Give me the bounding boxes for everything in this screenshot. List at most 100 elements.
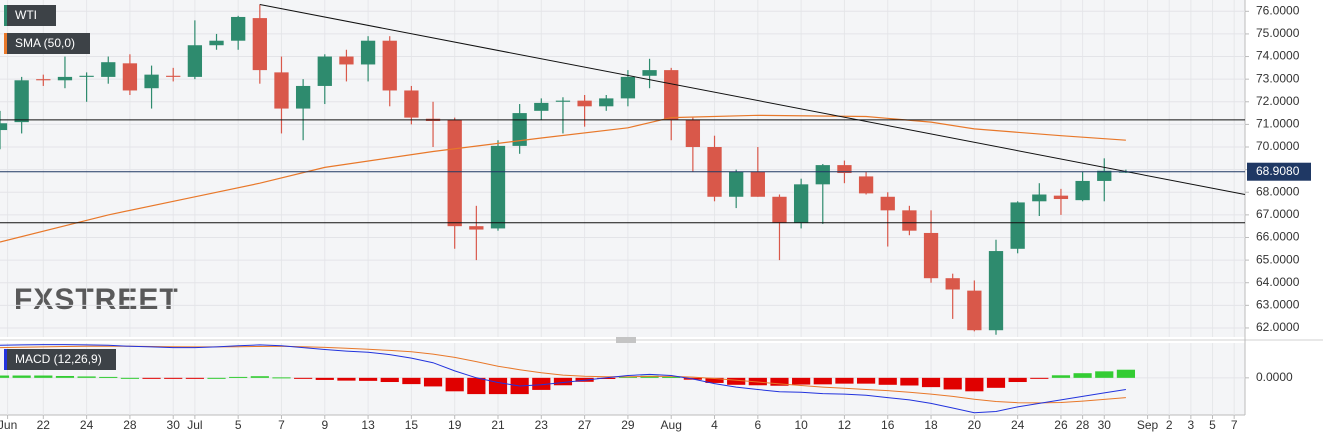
histogram-bar (813, 377, 832, 385)
y-tick-label: 75.0000 (1256, 26, 1300, 40)
candle-body (1053, 195, 1069, 200)
x-tick-label: 15 (405, 418, 419, 432)
y-tick-label: 0.0000 (1256, 370, 1293, 384)
candle-body (664, 70, 679, 120)
legend: WTI SMA (50,0) MACD (12,26,9) (4, 5, 116, 370)
price-panel (0, 0, 1245, 337)
histogram-bar (1095, 371, 1114, 378)
histogram-bar (1116, 369, 1136, 378)
macd-line (0, 344, 1126, 414)
watermark: FXSTREET (14, 283, 179, 316)
x-tick-label: 7 (278, 418, 285, 432)
histogram-bar (553, 377, 573, 386)
candle-body (555, 100, 571, 102)
histogram-bar (1051, 375, 1071, 378)
candle-body (360, 40, 376, 65)
histogram-bar (34, 375, 53, 378)
histogram-bar (185, 377, 204, 379)
legend-box (4, 349, 116, 370)
x-tick-label: 3 (1188, 418, 1195, 432)
x-tick-label: 5 (235, 418, 242, 432)
candle-body (534, 102, 549, 111)
y-tick-label: 66.0000 (1256, 230, 1300, 244)
candle-body (815, 165, 830, 185)
legend-swatch (4, 5, 7, 26)
candle-body (620, 76, 636, 99)
candle-body (57, 76, 73, 81)
histogram-bar (55, 375, 75, 378)
trend-line (259, 4, 1246, 195)
candle-body (750, 171, 765, 197)
candle-body (599, 98, 614, 107)
candle-body (79, 75, 94, 77)
histogram-bar (900, 377, 919, 386)
y-tick-label: 74.0000 (1256, 49, 1300, 63)
candle-body (122, 63, 138, 91)
histogram-bar (423, 377, 443, 387)
x-tick-label: 28 (1076, 418, 1090, 432)
histogram-bar (445, 377, 464, 392)
x-tick-label: 26 (1054, 418, 1068, 432)
divider-handle[interactable] (616, 337, 636, 343)
candle-body (945, 278, 960, 290)
histogram-bar (380, 377, 399, 383)
candle-body (252, 18, 267, 71)
x-tick-label: 5 (1209, 418, 1216, 432)
histogram-bar (597, 377, 616, 379)
histogram-bar (402, 377, 421, 385)
histogram-bar (921, 377, 941, 388)
candle-body (1075, 180, 1090, 201)
candle-body (295, 85, 311, 109)
candle-body (490, 145, 506, 229)
candle-body (1032, 194, 1047, 202)
histogram-bar (0, 375, 10, 378)
candle-body (923, 232, 939, 279)
histogram-bar (1008, 377, 1027, 383)
macd-panel (0, 343, 1245, 415)
x-tick-label: 7 (1231, 418, 1238, 432)
histogram-bar (315, 377, 334, 380)
x-tick-label: Sep (1137, 418, 1159, 432)
candle-body (469, 226, 484, 230)
x-tick-label: 20 (968, 418, 982, 432)
candle-body (880, 196, 895, 211)
candle-body (404, 90, 419, 118)
plot-area: 76.0000 75.0000 74.0000 73.0000 72.0000 71.00… (0, 0, 1311, 432)
histogram-bar (1073, 373, 1092, 378)
x-tick-label: Jun (0, 418, 17, 432)
histogram-bar (532, 377, 551, 390)
x-tick-label: 28 (123, 418, 137, 432)
signal-line (0, 345, 1126, 404)
histogram-bar (965, 377, 984, 392)
candle-body (902, 210, 917, 231)
x-tick-label: Jul (187, 418, 202, 432)
x-tick-label: 19 (448, 418, 462, 432)
histogram-bar (856, 377, 876, 384)
y-tick-label: 64.0000 (1256, 275, 1300, 289)
candle-body (187, 45, 203, 77)
legend-label: WTI (15, 8, 37, 22)
candle-body (209, 40, 224, 46)
x-tick-label: 10 (794, 418, 808, 432)
legend-box (4, 33, 90, 54)
x-tick-label: 21 (491, 418, 505, 432)
y-tick-label: 71.0000 (1256, 117, 1300, 131)
x-tick-label: 12 (838, 418, 852, 432)
histogram-bar (986, 377, 1006, 388)
histogram-bar (207, 377, 226, 379)
histogram-bar (250, 376, 269, 378)
histogram-bar (142, 377, 161, 379)
x-tick-label: 6 (754, 418, 761, 432)
x-tick-label: 29 (621, 418, 635, 432)
histogram-bar (467, 377, 486, 395)
histogram-bar (120, 377, 140, 379)
candle-body (1097, 170, 1112, 181)
histogram-bar (358, 377, 378, 381)
candle-body (837, 165, 852, 174)
x-tick-label: 4 (711, 418, 718, 432)
candle-body (382, 40, 397, 91)
x-tick-label: 16 (881, 418, 895, 432)
candle-body (14, 80, 29, 123)
histogram-bar (792, 377, 811, 385)
